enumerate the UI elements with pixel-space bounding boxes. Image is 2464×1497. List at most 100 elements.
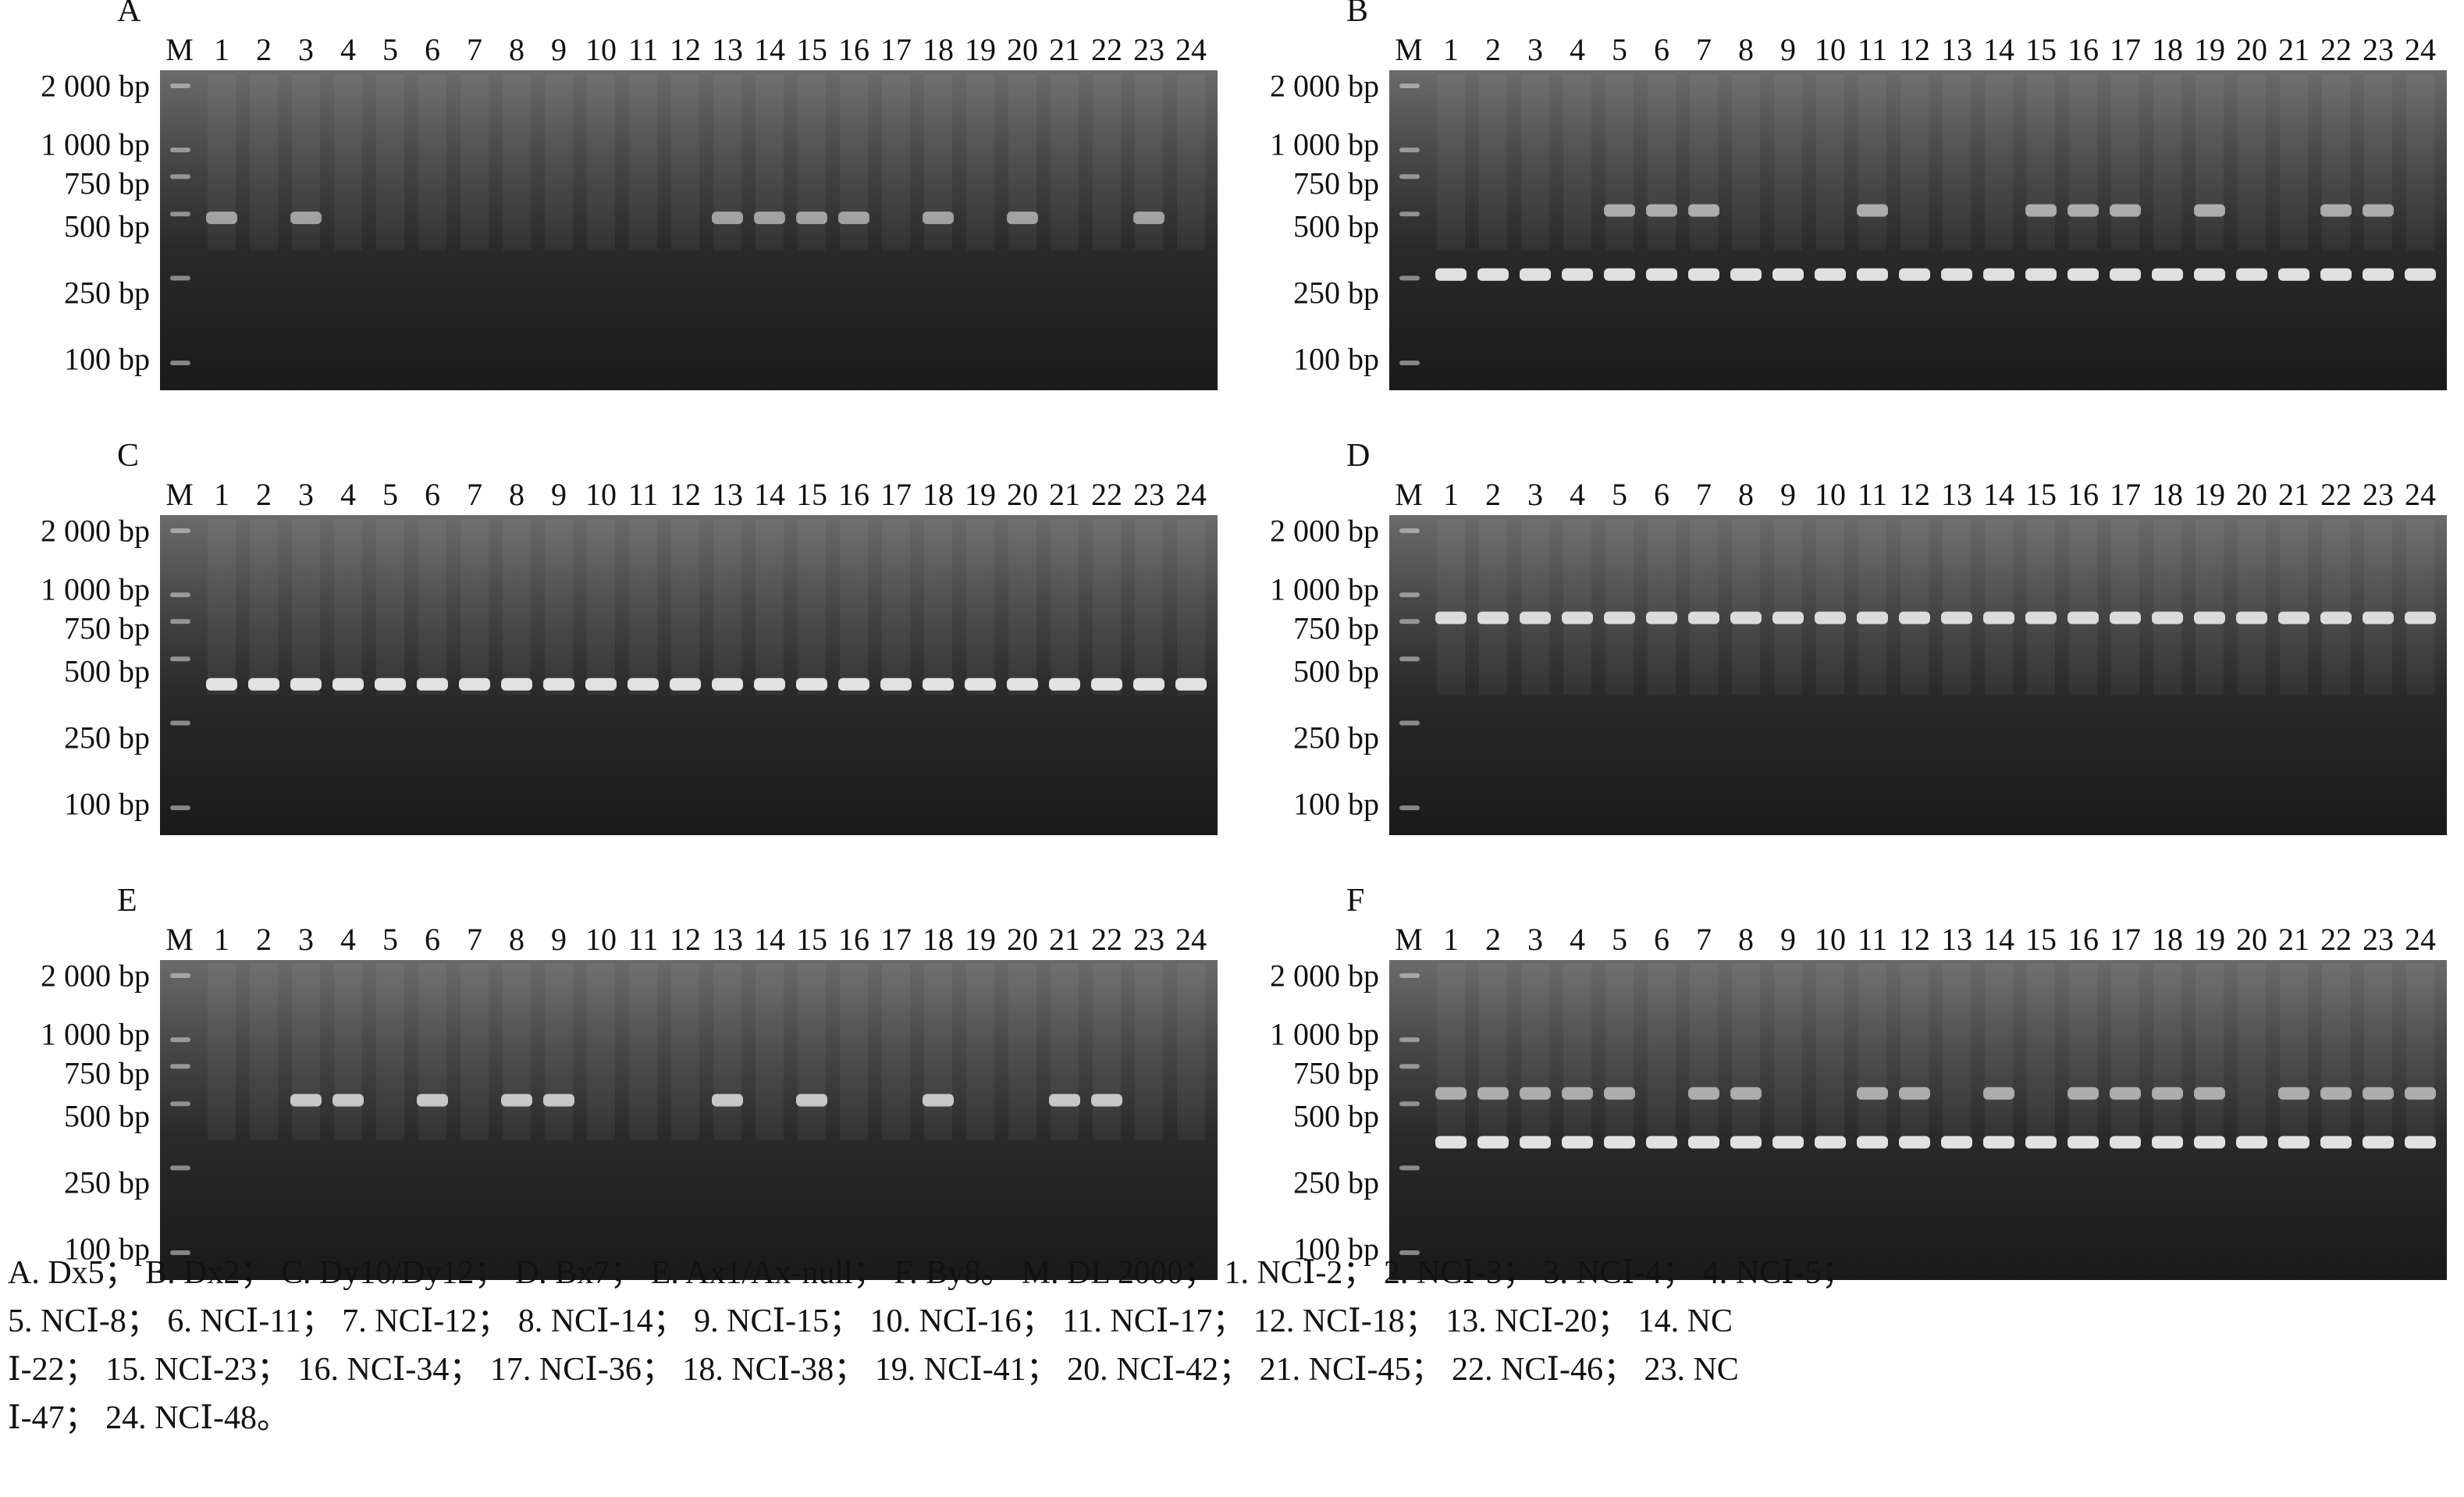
ladder-band <box>1399 1064 1420 1069</box>
lane-smear <box>1816 74 1844 251</box>
ladder-band <box>1399 84 1420 88</box>
lane-smear <box>1177 74 1205 251</box>
sample-band <box>1604 204 1635 217</box>
lane-smear <box>629 519 657 695</box>
lane-smear <box>2196 964 2224 1140</box>
sample-band <box>1772 611 1804 624</box>
lane-label: 2 <box>1485 32 1501 67</box>
lane-smear <box>2027 519 2055 695</box>
panel-letter: B <box>1346 0 1369 29</box>
lane-label: 12 <box>670 477 701 512</box>
lane-label: 22 <box>1091 477 1122 512</box>
lane-label: 21 <box>1049 32 1080 67</box>
gel-bands <box>1399 519 2436 810</box>
lane-label: 5 <box>1612 922 1627 957</box>
lane-label: 12 <box>670 922 701 957</box>
lane-smear <box>2069 74 2097 251</box>
lane-smear <box>418 519 446 695</box>
lane-label: 8 <box>1738 922 1754 957</box>
sample-band <box>2405 611 2436 624</box>
sample-band <box>1477 1136 1509 1149</box>
sample-band <box>2025 268 2057 281</box>
lane-smear <box>629 964 657 1140</box>
lane-smear <box>966 74 994 251</box>
lane-smear <box>924 964 952 1140</box>
lane-label: 10 <box>1815 32 1846 67</box>
lane-smear <box>208 964 236 1140</box>
lane-smear <box>2153 74 2181 251</box>
marker-size-label: 500 bp <box>1293 1098 1379 1134</box>
lane-smear <box>208 519 236 695</box>
lane-smear <box>2111 964 2139 1140</box>
marker-size-label: 100 bp <box>64 341 150 377</box>
lane-label: 18 <box>923 922 954 957</box>
lane-label: 9 <box>1780 32 1796 67</box>
lane-smear <box>418 74 446 251</box>
lane-smear <box>460 519 489 695</box>
lane-label: 18 <box>923 32 954 67</box>
marker-size-label: 1 000 bp <box>41 126 150 162</box>
sample-band <box>2320 1086 2352 1100</box>
ladder-band <box>170 720 190 726</box>
lane-label: 23 <box>1133 922 1164 957</box>
lane-smear <box>671 519 699 695</box>
ladder-band <box>1399 212 1420 217</box>
lane-label: 4 <box>340 922 356 957</box>
lane-label: 3 <box>298 477 314 512</box>
lane-labels: M 1 2 3 4 5 6 7 8 9 10 11 12 13 14 15 16 17 18 19 20 21 22 23 24 <box>0 31 1218 70</box>
lane-label: 12 <box>1899 922 1930 957</box>
lane-smear <box>2027 74 2055 251</box>
lane-label: 15 <box>796 922 827 957</box>
sample-band <box>1899 1136 1930 1149</box>
lane-label: 5 <box>382 477 398 512</box>
lane-label: 16 <box>2068 477 2099 512</box>
gel-image <box>160 515 1218 835</box>
marker-size-labels: 2 000 bp 1 000 bp 750 bp 500 bp 250 bp 100 bp <box>0 890 156 1292</box>
sample-band <box>2405 1136 2436 1149</box>
lane-label: 5 <box>382 32 398 67</box>
ladder-band <box>1399 276 1420 281</box>
lane-label: 2 <box>1485 922 1501 957</box>
lane-label: 24 <box>1175 32 1207 67</box>
ladder-band <box>1399 805 1420 810</box>
sample-band <box>206 212 237 225</box>
panel-a: A 2 000 bp 1 000 bp 750 bp 500 bp 250 bp 100 b… <box>0 0 1218 402</box>
lane-smear <box>1900 519 1929 695</box>
gel-bands <box>170 964 1205 1255</box>
lane-smear <box>292 964 320 1140</box>
sample-band <box>1646 1136 1677 1149</box>
lane-label: 8 <box>1738 477 1754 512</box>
sample-band <box>2405 268 2436 281</box>
lane-label: M <box>165 922 194 957</box>
lane-label: 6 <box>1654 32 1669 67</box>
marker-size-label: 250 bp <box>1293 275 1379 311</box>
sample-band <box>923 1093 954 1107</box>
lane-smear <box>629 74 657 251</box>
panel-letter: E <box>117 883 137 919</box>
marker-size-label: 100 bp <box>1293 786 1379 822</box>
sample-band <box>1815 1136 1846 1149</box>
lane-label: 18 <box>2152 922 2183 957</box>
lane-smear <box>460 74 489 251</box>
lane-smear <box>2322 519 2350 695</box>
sample-band <box>543 1093 574 1107</box>
marker-size-label: 1 000 bp <box>41 571 150 607</box>
marker-size-label: 2 000 bp <box>1270 68 1379 104</box>
ladder-band <box>170 212 190 217</box>
sample-band <box>2363 611 2394 624</box>
ladder-band <box>170 528 190 533</box>
lane-label: 19 <box>2194 477 2225 512</box>
sample-band <box>2320 204 2352 217</box>
lane-label: 14 <box>754 922 785 957</box>
lane-label: 22 <box>2320 922 2352 957</box>
lane-smear <box>1858 74 1886 251</box>
sample-band <box>2194 1086 2225 1100</box>
marker-size-label: 750 bp <box>64 610 150 646</box>
lane-smear <box>1774 964 1802 1140</box>
sample-band <box>1730 268 1762 281</box>
lane-label: 11 <box>1857 477 1888 512</box>
lane-smear <box>671 964 699 1140</box>
lane-label: 17 <box>880 922 912 957</box>
sample-band <box>2068 611 2099 624</box>
marker-size-label: 750 bp <box>64 165 150 201</box>
